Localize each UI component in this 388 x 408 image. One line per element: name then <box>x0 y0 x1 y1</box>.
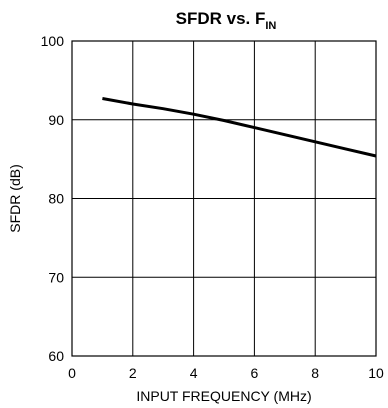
x-tick-label: 4 <box>190 365 198 381</box>
x-tick-label: 2 <box>129 365 137 381</box>
chart-title: SFDR vs. FIN <box>176 9 277 32</box>
x-tick-label: 6 <box>251 365 259 381</box>
x-tick-labels: 0 2 4 6 8 10 <box>68 365 384 381</box>
x-tick-label: 8 <box>311 365 319 381</box>
y-tick-label: 90 <box>48 112 64 128</box>
chart-title-subscript: IN <box>265 20 276 32</box>
y-axis-label: SFDR (dB) <box>7 164 23 232</box>
plot-frame <box>71 40 377 357</box>
series-group <box>102 97 377 158</box>
chart-title-main: SFDR vs. F <box>176 9 266 28</box>
y-tick-label: 80 <box>48 191 64 207</box>
y-tick-label: 70 <box>48 269 64 285</box>
x-tick-label: 10 <box>368 365 384 381</box>
y-tick-label: 60 <box>48 348 64 364</box>
sfdr-series-line <box>102 97 377 158</box>
x-tick-label: 0 <box>68 365 76 381</box>
y-tick-labels: 60 70 80 90 100 <box>41 33 65 364</box>
grid-lines <box>71 40 377 357</box>
y-tick-label: 100 <box>41 33 65 49</box>
x-axis-label: INPUT FREQUENCY (MHz) <box>136 388 311 404</box>
